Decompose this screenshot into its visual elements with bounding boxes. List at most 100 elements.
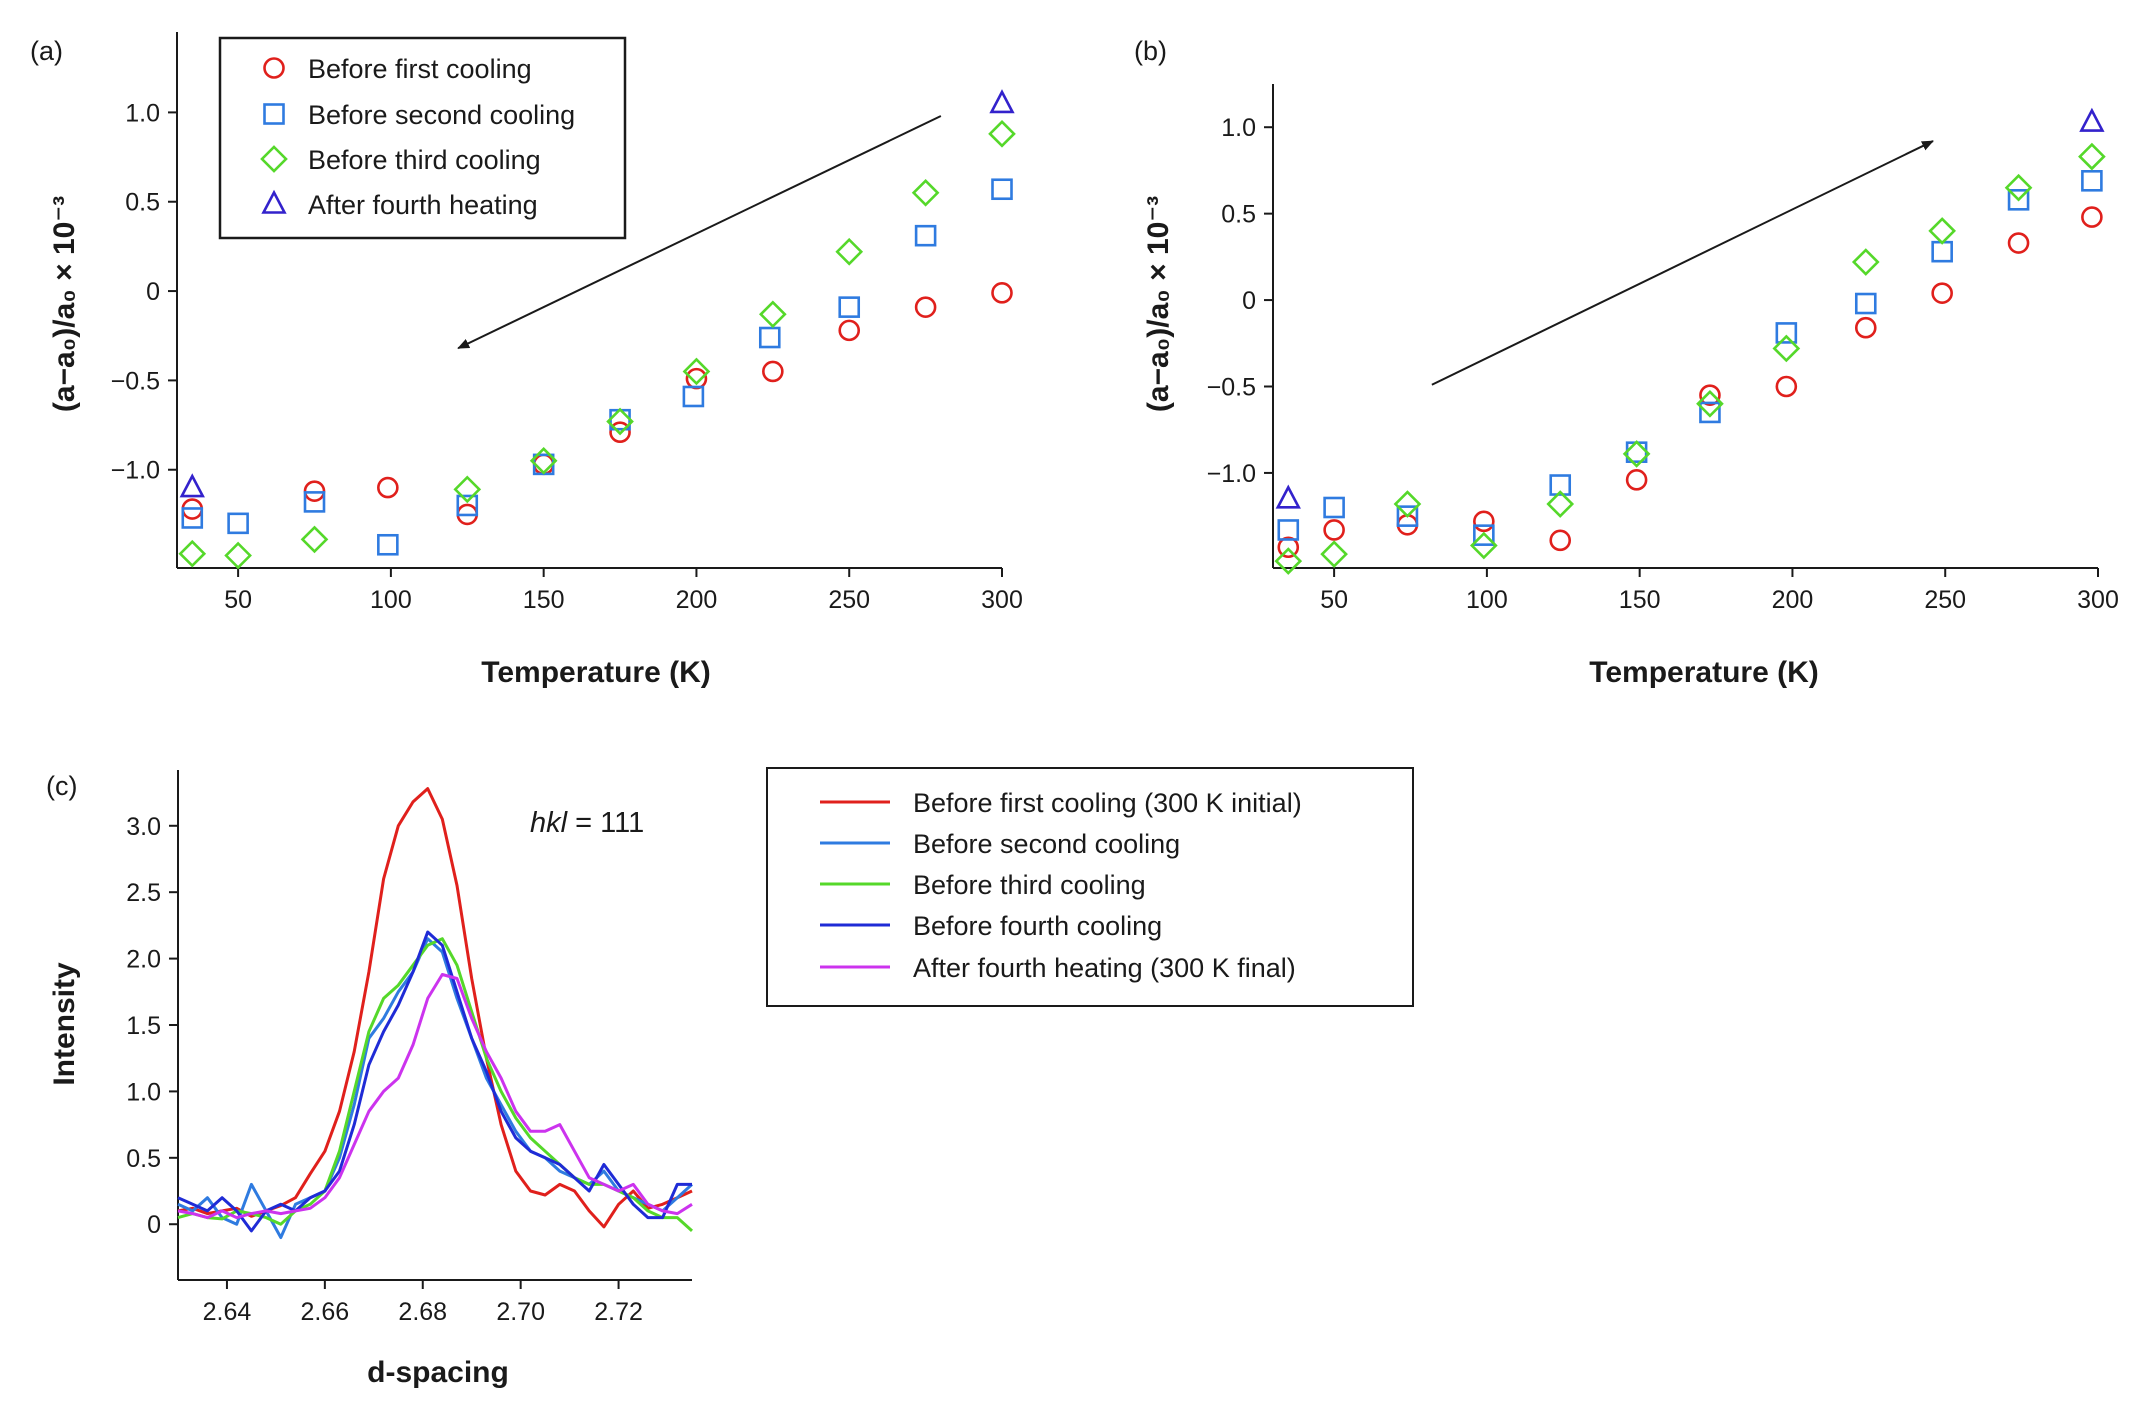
panel-a-label: (a) [30, 36, 63, 66]
a-y-tick-label: 1.0 [125, 99, 160, 127]
a-point-square [377, 533, 399, 556]
a-x-tick-label: 150 [523, 586, 565, 614]
legend-marker-diamond [260, 145, 288, 173]
a-point-square [181, 507, 204, 529]
b-x-tick-label: 100 [1466, 586, 1508, 614]
c-y-tick-label: 2.0 [126, 946, 161, 974]
a-point-square [991, 178, 1013, 201]
b-point-circle [1854, 316, 1877, 339]
c-x-tick-label: 2.66 [301, 1298, 350, 1326]
b-x-tick-label: 200 [1772, 586, 1814, 614]
a-point-square [838, 296, 861, 318]
b-y-tick-label: 0.5 [1221, 201, 1256, 229]
b-point-triangle [1275, 484, 1301, 509]
b-point-square [1396, 505, 1419, 527]
b-point-diamond [1546, 490, 1575, 518]
c-y-tick-label: 0 [147, 1211, 161, 1239]
panel-c-hkl-annotation: hkl = 111 [530, 807, 644, 839]
b-point-square [1473, 524, 1495, 546]
b-point-diamond [2078, 142, 2106, 171]
a-point-circle [609, 421, 631, 444]
b-point-square [1931, 240, 1953, 263]
cooling-arrow [457, 115, 942, 350]
c-y-tick-label: 3.0 [126, 813, 161, 841]
b-point-diamond [1928, 217, 1957, 245]
b-x-tick-label: 300 [2077, 586, 2119, 614]
panel-c-y-axis-label: Intensity [48, 962, 81, 1086]
legend-label-third-cooling: Before third cooling [308, 145, 541, 175]
a-point-diamond [453, 475, 482, 504]
a-point-circle [838, 319, 861, 342]
legend-c-label-fourth: Before fourth cooling [913, 911, 1162, 941]
b-point-circle [1699, 384, 1721, 406]
b-point-diamond [1696, 389, 1724, 418]
legend-frame [218, 36, 627, 240]
b-y-tick-label: 1.0 [1221, 114, 1256, 142]
legend-label-first-cooling: Before first cooling [308, 54, 532, 84]
heating-arrow [1431, 140, 1934, 386]
a-point-square [227, 512, 249, 535]
legend-marker-square [263, 103, 285, 125]
b-point-square [1699, 401, 1721, 424]
panel-b-y-axis-label: (a−a₀)/a₀ × 10⁻³ [1142, 196, 1175, 412]
b-point-circle [1277, 536, 1300, 559]
c-series-line [177, 787, 693, 1229]
a-point-diamond [988, 120, 1016, 148]
a-point-square [303, 491, 326, 513]
c-series-line [177, 937, 694, 1239]
b-point-square [1549, 474, 1572, 496]
b-point-circle [1625, 469, 1648, 491]
b-x-tick-label: 250 [1924, 586, 1966, 614]
a-point-square [914, 224, 937, 247]
b-point-square [1277, 519, 1300, 541]
a-point-circle [991, 282, 1013, 304]
legend-label-fourth-heating: After fourth heating [308, 190, 538, 220]
legend-c-label-second: Before second cooling [913, 829, 1180, 859]
a-point-diamond [911, 178, 940, 207]
b-point-square [1775, 322, 1798, 344]
a-y-tick-label: 0.5 [125, 189, 160, 217]
b-point-square [2081, 170, 2103, 192]
b-y-tick-label: 0 [1242, 287, 1256, 315]
panel-a-legend: Before first cooling Before second cooli… [218, 36, 627, 240]
c-x-tick-label: 2.72 [594, 1298, 643, 1326]
b-point-diamond [2004, 173, 2033, 202]
b-point-circle [1473, 510, 1495, 533]
a-point-diamond [300, 525, 329, 554]
a-y-tick-label: −0.5 [111, 367, 160, 395]
c-series-line [177, 930, 692, 1233]
a-x-tick-label: 250 [828, 586, 870, 614]
a-point-diamond [529, 446, 558, 475]
c-y-tick-label: 1.5 [126, 1012, 161, 1040]
panel-a-y-axis-label: (a−a₀)/a₀ × 10⁻³ [48, 196, 81, 412]
a-point-square [682, 385, 705, 408]
c-series-line [177, 973, 693, 1220]
b-point-circle [1323, 519, 1345, 541]
c-x-tick-label: 2.68 [398, 1298, 447, 1326]
b-x-tick-label: 150 [1619, 586, 1661, 614]
hkl-italic: hkl [530, 807, 569, 839]
panel-c-legend: Before first cooling (300 K initial) Bef… [766, 767, 1414, 1007]
c-y-tick-label: 0.5 [126, 1145, 161, 1173]
a-point-square [456, 494, 479, 517]
hkl-value: = 111 [567, 807, 644, 839]
legend-c-label-after: After fourth heating (300 K final) [913, 953, 1296, 983]
a-y-tick-label: −1.0 [111, 457, 160, 485]
b-point-square [2007, 189, 2030, 211]
a-point-circle [762, 360, 784, 383]
a-x-tick-label: 50 [224, 586, 252, 614]
b-point-square [1854, 292, 1877, 315]
b-point-diamond [1469, 531, 1498, 560]
a-y-tick-label: 0 [146, 278, 160, 306]
panel-c-x-axis-label: d-spacing [367, 1356, 509, 1389]
a-point-diamond [224, 541, 252, 570]
b-point-circle [2081, 206, 2103, 228]
legend-label-second-cooling: Before second cooling [308, 100, 575, 130]
b-point-diamond [1274, 547, 1303, 575]
a-point-diamond [758, 300, 787, 329]
a-point-circle [377, 476, 399, 499]
c-x-tick-label: 2.64 [203, 1298, 252, 1326]
a-point-triangle [179, 473, 205, 498]
legend-marker-triangle [261, 189, 287, 214]
